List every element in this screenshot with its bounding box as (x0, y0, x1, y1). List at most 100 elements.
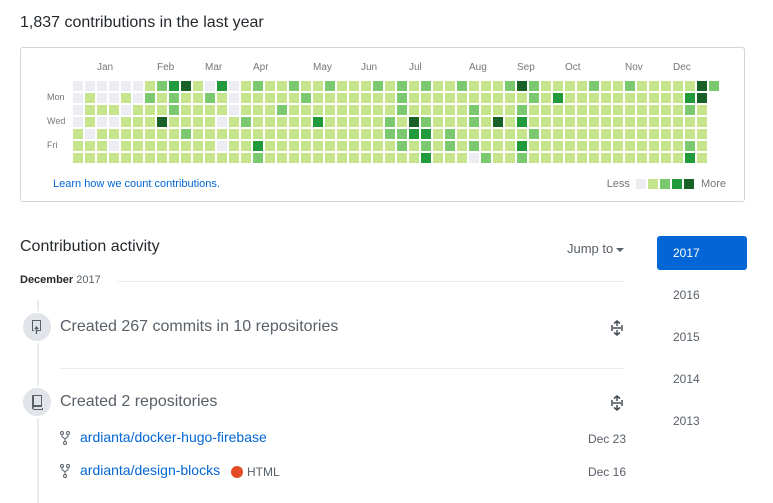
contribution-day[interactable] (205, 81, 215, 91)
contribution-day[interactable] (589, 153, 599, 163)
contribution-day[interactable] (253, 105, 263, 115)
contribution-day[interactable] (565, 117, 575, 127)
contribution-day[interactable] (685, 153, 695, 163)
contribution-day[interactable] (277, 141, 287, 151)
contribution-day[interactable] (385, 93, 395, 103)
contribution-day[interactable] (373, 117, 383, 127)
contribution-day[interactable] (529, 117, 539, 127)
contribution-day[interactable] (541, 105, 551, 115)
contribution-day[interactable] (109, 105, 119, 115)
contribution-day[interactable] (181, 105, 191, 115)
contribution-day[interactable] (517, 153, 527, 163)
contribution-day[interactable] (373, 141, 383, 151)
contribution-day[interactable] (301, 105, 311, 115)
contribution-day[interactable] (181, 81, 191, 91)
contribution-day[interactable] (265, 105, 275, 115)
contribution-day[interactable] (433, 117, 443, 127)
unfold-icon[interactable] (608, 394, 626, 412)
contribution-day[interactable] (649, 105, 659, 115)
contribution-day[interactable] (325, 81, 335, 91)
contribution-day[interactable] (193, 93, 203, 103)
contribution-day[interactable] (361, 141, 371, 151)
contribution-day[interactable] (241, 129, 251, 139)
contribution-day[interactable] (73, 117, 83, 127)
contribution-day[interactable] (205, 93, 215, 103)
contribution-day[interactable] (601, 93, 611, 103)
contribution-day[interactable] (181, 129, 191, 139)
contribution-day[interactable] (517, 117, 527, 127)
contribution-day[interactable] (409, 105, 419, 115)
contribution-day[interactable] (685, 129, 695, 139)
contribution-day[interactable] (229, 153, 239, 163)
contribution-day[interactable] (613, 93, 623, 103)
contribution-day[interactable] (253, 81, 263, 91)
contribution-day[interactable] (265, 129, 275, 139)
contribution-day[interactable] (361, 105, 371, 115)
contribution-day[interactable] (481, 93, 491, 103)
contribution-day[interactable] (517, 129, 527, 139)
contribution-day[interactable] (529, 153, 539, 163)
contribution-day[interactable] (541, 81, 551, 91)
contribution-day[interactable] (229, 117, 239, 127)
contribution-day[interactable] (661, 129, 671, 139)
contribution-day[interactable] (637, 141, 647, 151)
contribution-day[interactable] (517, 81, 527, 91)
contribution-day[interactable] (529, 141, 539, 151)
contribution-day[interactable] (601, 105, 611, 115)
contribution-day[interactable] (661, 141, 671, 151)
contribution-day[interactable] (445, 105, 455, 115)
contribution-day[interactable] (325, 105, 335, 115)
contribution-day[interactable] (457, 141, 467, 151)
contribution-day[interactable] (325, 93, 335, 103)
contribution-day[interactable] (409, 81, 419, 91)
contribution-day[interactable] (145, 129, 155, 139)
contribution-day[interactable] (349, 81, 359, 91)
contribution-day[interactable] (457, 105, 467, 115)
contribution-day[interactable] (409, 117, 419, 127)
contribution-day[interactable] (373, 93, 383, 103)
contribution-day[interactable] (637, 81, 647, 91)
contribution-day[interactable] (181, 117, 191, 127)
contribution-day[interactable] (133, 117, 143, 127)
contribution-day[interactable] (493, 129, 503, 139)
contribution-day[interactable] (409, 153, 419, 163)
contribution-day[interactable] (613, 117, 623, 127)
contribution-day[interactable] (337, 105, 347, 115)
contribution-day[interactable] (709, 81, 719, 91)
contribution-day[interactable] (121, 105, 131, 115)
contribution-day[interactable] (457, 129, 467, 139)
contribution-day[interactable] (85, 105, 95, 115)
contribution-day[interactable] (601, 81, 611, 91)
contribution-day[interactable] (85, 117, 95, 127)
contribution-day[interactable] (145, 93, 155, 103)
contribution-day[interactable] (337, 153, 347, 163)
contribution-day[interactable] (421, 153, 431, 163)
contribution-day[interactable] (385, 105, 395, 115)
contribution-day[interactable] (685, 93, 695, 103)
contribution-day[interactable] (205, 105, 215, 115)
contribution-day[interactable] (157, 117, 167, 127)
contribution-day[interactable] (541, 141, 551, 151)
contribution-day[interactable] (529, 105, 539, 115)
contribution-day[interactable] (73, 129, 83, 139)
contribution-day[interactable] (589, 105, 599, 115)
contribution-day[interactable] (241, 105, 251, 115)
contribution-day[interactable] (145, 105, 155, 115)
contribution-day[interactable] (505, 153, 515, 163)
contribution-day[interactable] (373, 129, 383, 139)
contribution-day[interactable] (457, 81, 467, 91)
contribution-day[interactable] (517, 105, 527, 115)
contribution-day[interactable] (169, 141, 179, 151)
contribution-day[interactable] (301, 129, 311, 139)
contribution-day[interactable] (661, 93, 671, 103)
contribution-day[interactable] (373, 153, 383, 163)
contribution-day[interactable] (205, 129, 215, 139)
contribution-day[interactable] (97, 153, 107, 163)
contribution-day[interactable] (661, 81, 671, 91)
contribution-day[interactable] (601, 153, 611, 163)
contribution-day[interactable] (421, 93, 431, 103)
contribution-day[interactable] (553, 117, 563, 127)
contribution-day[interactable] (169, 117, 179, 127)
contribution-day[interactable] (445, 81, 455, 91)
contribution-day[interactable] (601, 129, 611, 139)
